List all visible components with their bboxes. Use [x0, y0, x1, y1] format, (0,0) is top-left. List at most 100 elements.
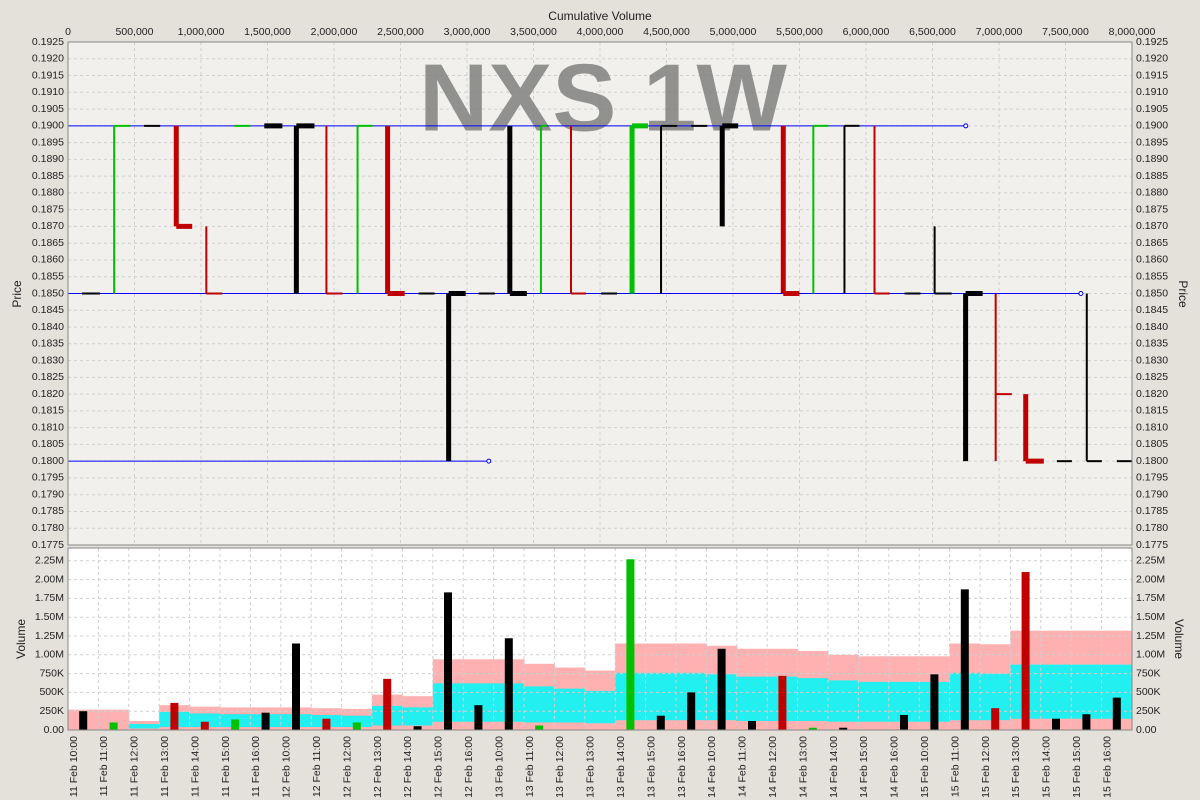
x-tick-label: 500,000 [116, 26, 154, 38]
bar [292, 643, 300, 730]
y-tick-label-right: 0.1840 [1136, 321, 1168, 333]
y-tick-label: 0.1825 [32, 371, 64, 383]
x-tick-label: 14 Feb 12:00 [767, 736, 779, 798]
x-tick-label: 3,500,000 [510, 26, 557, 38]
x-tick-label: 11 Feb 15:00 [220, 736, 232, 797]
y-tick-label: 0.1845 [32, 304, 64, 316]
x-tick-label: 12 Feb 16:00 [463, 736, 475, 798]
bar [474, 705, 483, 730]
x-tick-label: 11 Feb 11:00 [98, 736, 110, 796]
y-tick-label-right: 0.1905 [1136, 103, 1168, 115]
y-tick-label: 0.1915 [32, 69, 64, 81]
x-tick-label: 15 Feb 12:00 [980, 736, 992, 798]
y-tick-label-right: 500K [1136, 686, 1161, 698]
y-tick-label: 0.1835 [32, 338, 64, 350]
bar [748, 720, 756, 730]
y-tick-label: 0.1810 [32, 421, 64, 433]
y-tick-label: 0.1850 [32, 287, 64, 299]
x-tick-label: 15 Feb 10:00 [919, 736, 931, 798]
bar [839, 727, 848, 730]
envelope-upper [98, 709, 130, 730]
y-tick-label-right: 0.1780 [1136, 522, 1168, 534]
bar [170, 702, 179, 730]
y-tick-label: 0.1775 [32, 539, 64, 551]
bar [261, 712, 270, 730]
y-tick-label-right: 0.00 [1136, 724, 1157, 736]
bar [930, 674, 939, 730]
x-tick-label: 7,000,000 [976, 26, 1023, 38]
x-tick-label: 6,500,000 [909, 26, 956, 38]
x-tick-label: 12 Feb 11:00 [311, 736, 323, 797]
bar [79, 711, 88, 730]
x-tick-label: 11 Feb 16:00 [250, 736, 262, 797]
y-tick-label: 0.1895 [32, 136, 64, 148]
x-tick-label: 13 Feb 10:00 [493, 736, 505, 798]
y-tick-label-right: 0.1820 [1136, 388, 1168, 400]
envelope-inner [797, 678, 829, 721]
y-tick-label: 0.1885 [32, 170, 64, 182]
y-tick-label: 0.1900 [32, 120, 64, 132]
y-tick-label: 1.25M [35, 630, 64, 642]
x-tick-label: 15 Feb 11:00 [949, 736, 961, 797]
envelope-inner [584, 690, 616, 724]
x-tick-label: 13 Feb 16:00 [676, 736, 688, 798]
envelope-inner [736, 676, 768, 721]
x-axis-title: Cumulative Volume [548, 9, 652, 23]
x-tick-label: 5,000,000 [710, 26, 757, 38]
x-tick-label: 12 Feb 15:00 [433, 736, 445, 798]
x-tick-label: 4,500,000 [643, 26, 690, 38]
envelope-inner [858, 681, 890, 722]
y-tick-label: 1.50M [35, 611, 64, 623]
bar [109, 722, 118, 730]
y-tick-label-right: 1.00M [1136, 649, 1165, 661]
x-tick-label: 14 Feb 16:00 [889, 736, 901, 798]
x-tick-label: 7,500,000 [1042, 26, 1089, 38]
envelope-inner [1040, 664, 1072, 719]
bar [352, 722, 361, 730]
x-tick-label: 12 Feb 14:00 [402, 736, 414, 798]
y-tick-label: 0.1880 [32, 187, 64, 199]
y-tick-label-right: 0.1900 [1136, 120, 1168, 132]
x-tick-label: 8,000,000 [1109, 26, 1156, 38]
y-tick-label-right: 0.1785 [1136, 505, 1168, 517]
level-end [963, 123, 969, 129]
x-tick-label: 2,500,000 [377, 26, 424, 38]
y-tick-label-right: 2.00M [1136, 573, 1165, 585]
x-tick-label: 13 Feb 13:00 [585, 736, 597, 798]
bar [687, 692, 696, 730]
y-tick-label-right: 0.1915 [1136, 69, 1168, 81]
y-tick-label: 0.1890 [32, 153, 64, 165]
volume-axis-title: Volume [14, 619, 28, 659]
envelope-inner [524, 686, 555, 723]
y-tick-label-right: 0.1795 [1136, 472, 1168, 484]
bar [1021, 572, 1030, 730]
envelope-inner [645, 672, 677, 721]
y-tick-label: 750K [39, 667, 64, 679]
y-tick-label-right: 0.1890 [1136, 153, 1168, 165]
y-tick-label-right: 250K [1136, 705, 1161, 717]
x-tick-label: 14 Feb 13:00 [797, 736, 809, 798]
y-tick-label-right: 0.1885 [1136, 170, 1168, 182]
y-tick-label-right: 0.1845 [1136, 304, 1168, 316]
x-tick-label: 12 Feb 12:00 [341, 736, 353, 798]
y-tick-label: 0.1870 [32, 220, 64, 232]
y-tick-label: 2.25M [35, 555, 64, 567]
bar [808, 727, 817, 730]
bar [200, 721, 209, 730]
x-tick-label: 13 Feb 15:00 [645, 736, 657, 798]
x-tick-label: 14 Feb 14:00 [828, 736, 840, 798]
watermark: NXS 1W [419, 44, 787, 151]
envelope-inner [554, 688, 586, 723]
y-axis-title: Price [10, 280, 24, 308]
x-tick-label: 1,500,000 [244, 26, 291, 38]
y-tick-label-right: 1.75M [1136, 592, 1165, 604]
x-tick-label: 15 Feb 16:00 [1101, 736, 1113, 798]
bar [383, 678, 392, 730]
bar [231, 719, 240, 730]
y-tick-label: 0.1860 [32, 254, 64, 266]
y-tick-label-right: 0.1835 [1136, 338, 1168, 350]
y-tick-label-right: 0.1775 [1136, 539, 1168, 551]
envelope-inner [402, 707, 434, 726]
bar [900, 714, 908, 730]
y-tick-label: 0.1780 [32, 522, 64, 534]
